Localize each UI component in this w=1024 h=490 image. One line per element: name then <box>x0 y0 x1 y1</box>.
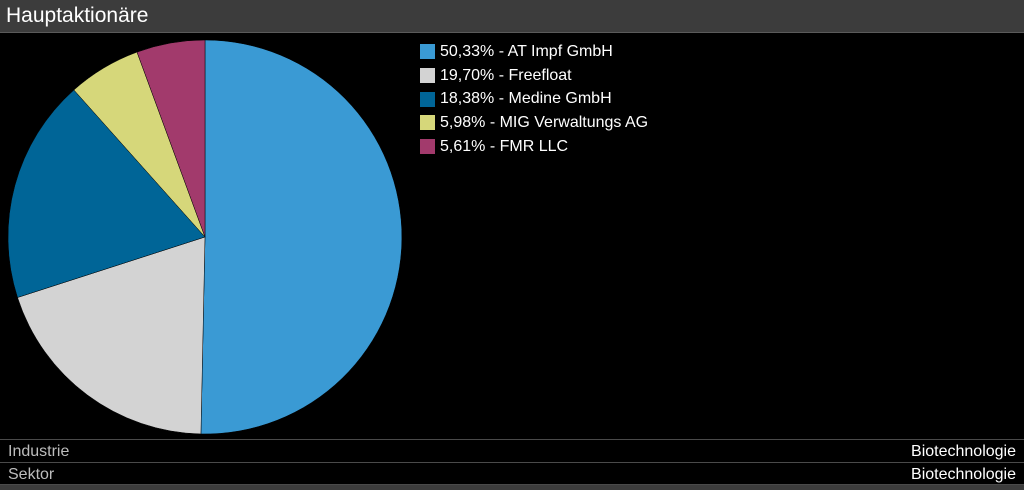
legend-item-freefloat: 19,70% - Freefloat <box>420 64 648 88</box>
legend-label: 5,98% - MIG Verwaltungs AG <box>440 113 649 131</box>
pie-slice-medine-gmbh <box>7 89 206 298</box>
legend-item-fmr: 5,61% - FMR LLC <box>420 135 648 159</box>
legend-swatch <box>420 68 435 84</box>
info-label-industrie: Industrie <box>8 443 70 460</box>
pie-slice-freefloat <box>17 236 206 435</box>
footer-bar <box>0 485 1024 490</box>
legend-label: 5,61% - FMR LLC <box>440 137 569 155</box>
chart-title: Hauptaktionäre <box>6 4 149 27</box>
legend-swatch <box>420 91 435 107</box>
legend-item-mig: 5,98% - MIG Verwaltungs AG <box>420 111 648 135</box>
pie-slice-at-impf-gmbh <box>200 39 403 435</box>
info-row-industrie: Industrie Biotechnologie <box>0 439 1024 462</box>
legend-label: 18,38% - Medine GmbH <box>440 90 612 108</box>
info-value-sektor: Biotechnologie <box>911 466 1016 483</box>
info-value-industrie: Biotechnologie <box>911 443 1016 460</box>
info-label-sektor: Sektor <box>8 466 55 483</box>
legend-swatch <box>420 115 435 131</box>
header-bar: Hauptaktionäre <box>0 0 1024 33</box>
pie-slice-fmr-llc <box>136 39 206 238</box>
info-row-sektor: Sektor Biotechnologie <box>0 462 1024 485</box>
legend-swatch <box>420 44 435 60</box>
legend-label: 19,70% - Freefloat <box>440 66 572 84</box>
legend-item-medine: 18,38% - Medine GmbH <box>420 87 648 111</box>
legend-label: 50,33% - AT Impf GmbH <box>440 42 613 60</box>
legend-swatch <box>420 139 435 155</box>
legend-item-at-impf: 50,33% - AT Impf GmbH <box>420 40 648 64</box>
legend: 50,33% - AT Impf GmbH 19,70% - Freefloat… <box>420 40 648 158</box>
pie-chart <box>7 39 403 435</box>
